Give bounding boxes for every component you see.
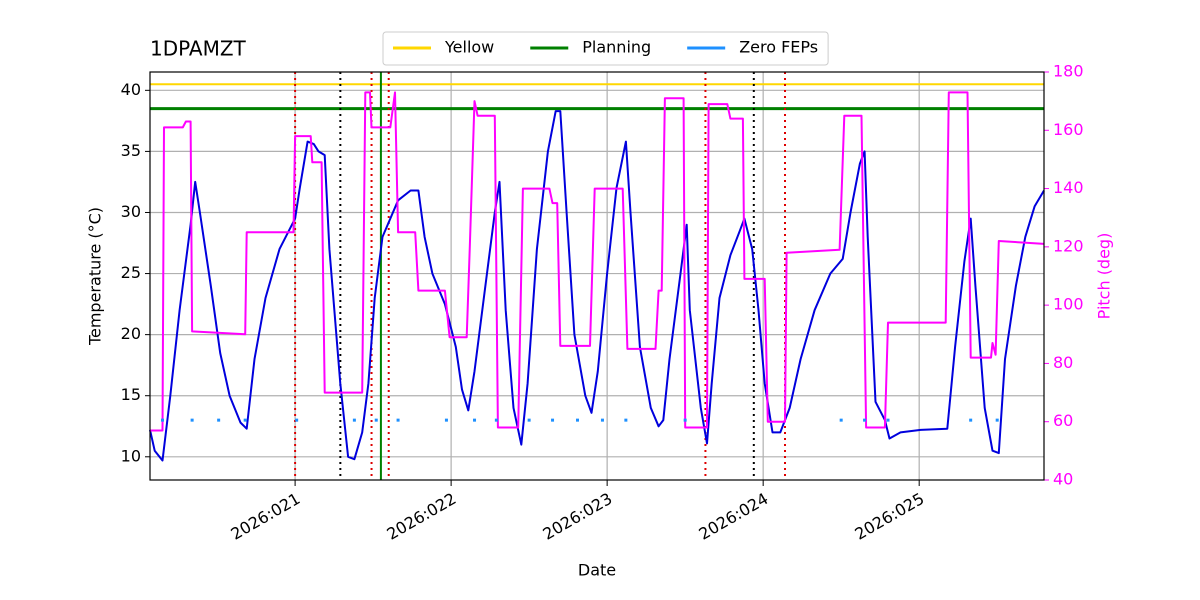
y-tick-label: 20 — [121, 324, 141, 343]
x-tick-label: 2026:023 — [540, 489, 616, 544]
y-tick-label: 40 — [121, 80, 141, 99]
y2-tick-label: 140 — [1053, 178, 1084, 197]
x-tick-label: 2026:024 — [696, 489, 772, 544]
zero-fep-point — [295, 418, 299, 422]
y2-tick-label: 180 — [1053, 62, 1084, 81]
zero-fep-point — [217, 418, 221, 422]
zero-fep-point — [575, 418, 579, 422]
zero-fep-point — [190, 418, 194, 422]
zero-fep-point — [886, 418, 890, 422]
x-tick-label: 2026:021 — [227, 489, 303, 544]
zero-fep-point — [374, 418, 378, 422]
zero-fep-point — [396, 418, 400, 422]
zero-fep-point — [473, 418, 477, 422]
zero-fep-point — [600, 418, 604, 422]
zero-fep-point — [969, 418, 973, 422]
zero-fep-point — [444, 418, 448, 422]
zero-fep-point — [527, 418, 531, 422]
pitch-line — [150, 91, 1045, 432]
y-tick-label: 15 — [121, 385, 141, 404]
zero-fep-point — [995, 418, 999, 422]
zero-fep-point — [839, 418, 843, 422]
zero-fep-point — [494, 418, 498, 422]
zero-fep-point — [551, 418, 555, 422]
zero-fep-point — [624, 418, 628, 422]
y2-tick-label: 40 — [1053, 470, 1073, 489]
x-tick-label: 2026:022 — [383, 489, 459, 544]
zero-fep-point — [160, 418, 164, 422]
y2-axis-label: Pitch (deg) — [1095, 233, 1114, 320]
y2-tick-label: 80 — [1053, 353, 1073, 372]
legend-label: Zero FEPs — [739, 38, 818, 57]
x-tick-label: 2026:025 — [852, 489, 928, 544]
zero-fep-point — [352, 418, 356, 422]
y2-tick-label: 160 — [1053, 120, 1084, 139]
y-tick-label: 10 — [121, 446, 141, 465]
zero-fep-point — [243, 418, 247, 422]
y2-tick-label: 120 — [1053, 236, 1084, 255]
y2-tick-label: 60 — [1053, 411, 1073, 430]
y-tick-label: 35 — [121, 141, 141, 160]
temperature-line — [149, 110, 1045, 462]
legend: Yellow Planning Zero FEPs — [382, 31, 829, 66]
plot-frame — [149, 71, 1045, 481]
legend-box — [382, 31, 829, 66]
zero-fep-point — [863, 418, 867, 422]
y-tick-label: 25 — [121, 263, 141, 282]
x-axis-label: Date — [578, 561, 616, 580]
zero-fep-point — [683, 418, 687, 422]
y-axis-label: Temperature (°C) — [86, 207, 105, 346]
legend-label: Yellow — [444, 38, 494, 57]
legend-label: Planning — [582, 38, 651, 57]
chart-title: 1DPAMZT — [150, 37, 247, 61]
y-tick-label: 30 — [121, 202, 141, 221]
y2-tick-label: 100 — [1053, 295, 1084, 314]
